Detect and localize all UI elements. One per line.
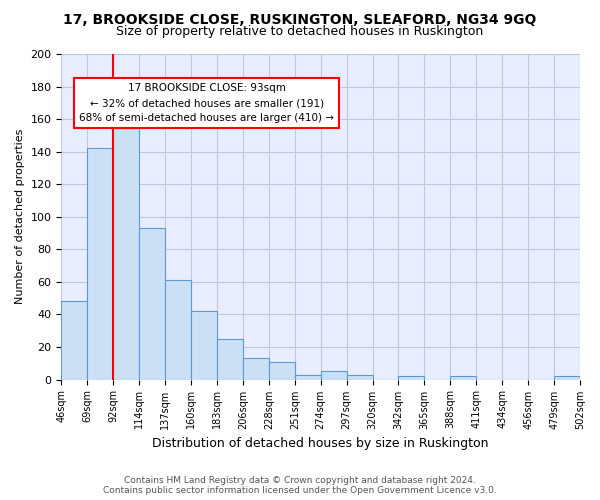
Bar (165, 280, 191, 380)
Bar (554, 376, 580, 380)
Text: 17 BROOKSIDE CLOSE: 93sqm
← 32% of detached houses are smaller (191)
68% of semi: 17 BROOKSIDE CLOSE: 93sqm ← 32% of detac… (79, 84, 334, 123)
Bar (321, 372, 347, 380)
Text: Contains HM Land Registry data © Crown copyright and database right 2024.
Contai: Contains HM Land Registry data © Crown c… (103, 476, 497, 495)
Bar (451, 376, 476, 380)
Y-axis label: Number of detached properties: Number of detached properties (15, 129, 25, 304)
Text: Size of property relative to detached houses in Ruskington: Size of property relative to detached ho… (116, 25, 484, 38)
Bar (88, 148, 113, 380)
Bar (61, 302, 88, 380)
Bar (398, 376, 424, 380)
Bar (191, 311, 217, 380)
Bar (243, 358, 269, 380)
Bar (139, 228, 165, 380)
Bar (217, 339, 243, 380)
Bar (113, 116, 139, 380)
Text: 17, BROOKSIDE CLOSE, RUSKINGTON, SLEAFORD, NG34 9GQ: 17, BROOKSIDE CLOSE, RUSKINGTON, SLEAFOR… (64, 12, 536, 26)
Bar (295, 374, 321, 380)
X-axis label: Distribution of detached houses by size in Ruskington: Distribution of detached houses by size … (152, 437, 489, 450)
Bar (269, 362, 295, 380)
Bar (347, 374, 373, 380)
